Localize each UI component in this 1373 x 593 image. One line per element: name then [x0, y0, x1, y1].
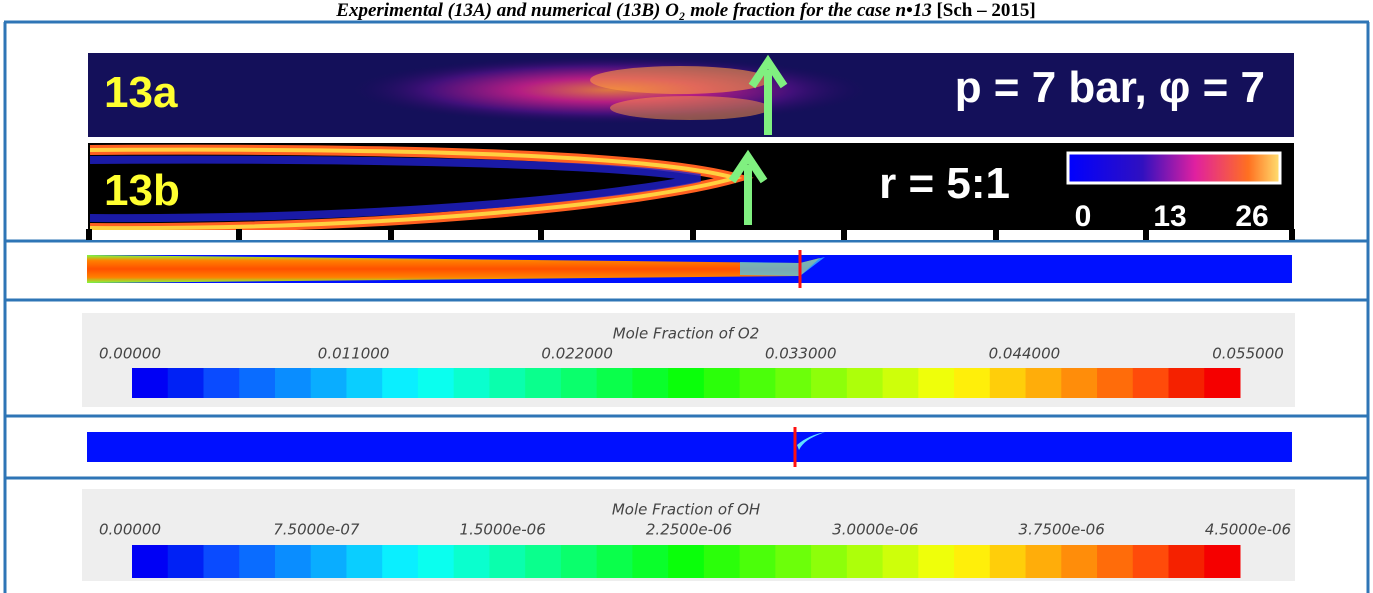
o2-field [87, 250, 1292, 288]
color-swatch [561, 368, 597, 398]
color-swatch [918, 545, 954, 578]
color-swatch [168, 545, 204, 578]
tick-label: 0.00000 [99, 521, 161, 539]
color-swatch [990, 545, 1026, 578]
ratio: r = 5:1 [879, 159, 1010, 208]
tick-label: 1.5000e-06 [460, 521, 546, 539]
color-swatch [275, 545, 311, 578]
color-swatch [454, 368, 490, 398]
color-swatch [1169, 545, 1205, 578]
scale-label: 26 [1235, 200, 1268, 233]
color-swatch [1097, 368, 1133, 398]
color-swatch [203, 545, 239, 578]
color-swatch [489, 368, 525, 398]
color-swatch [954, 368, 990, 398]
color-swatch [239, 545, 275, 578]
color-swatch [418, 545, 454, 578]
color-swatch [883, 545, 919, 578]
color-swatch [525, 545, 561, 578]
color-swatch [1061, 545, 1097, 578]
color-swatch [132, 368, 168, 398]
color-swatch [239, 368, 275, 398]
color-swatch [597, 545, 633, 578]
color-swatch [346, 545, 382, 578]
colorbar-title: Mole Fraction of OH [612, 501, 760, 519]
color-swatch [632, 368, 668, 398]
color-swatch [918, 368, 954, 398]
reference: [Sch – 2015] [936, 0, 1035, 21]
color-swatch [740, 368, 776, 398]
conditions: p = 7 bar, φ = 7 [955, 63, 1265, 112]
color-swatch [1097, 545, 1133, 578]
scale-label: 0 [1075, 200, 1092, 233]
color-swatch [1204, 545, 1240, 578]
color-swatch [811, 545, 847, 578]
color-swatch [418, 368, 454, 398]
image-13b: 13b r = 5:1 0 13 26 [86, 143, 1295, 240]
color-swatch [954, 545, 990, 578]
panel-label: 13a [104, 68, 178, 117]
color-swatch [847, 368, 883, 398]
tick-label: 4.5000e-06 [1205, 521, 1291, 539]
color-swatch [704, 368, 740, 398]
color-swatch [668, 545, 704, 578]
color-swatch [990, 368, 1026, 398]
tick-label: 0.00000 [99, 345, 161, 363]
color-swatch [1133, 545, 1169, 578]
color-swatch [561, 545, 597, 578]
color-swatch [382, 368, 418, 398]
color-swatch [132, 545, 168, 578]
tick-label: 2.2500e-06 [646, 521, 732, 539]
tick-label: 3.0000e-06 [832, 521, 918, 539]
color-swatch [525, 368, 561, 398]
image-13a: 13a p = 7 bar, φ = 7 [88, 53, 1294, 137]
color-swatch [275, 368, 311, 398]
oh-field [87, 427, 1292, 467]
scale-label: 13 [1153, 200, 1186, 233]
tick-label: 0.033000 [765, 345, 837, 363]
color-swatch [1026, 545, 1062, 578]
tick-label: 0.044000 [989, 345, 1061, 363]
o2-colorbar: Mole Fraction of O2 0.00000 0.011000 0.022… [82, 313, 1295, 407]
color-swatch [454, 545, 490, 578]
color-swatch [632, 545, 668, 578]
colorbar-title: Mole Fraction of O2 [613, 325, 760, 343]
color-swatch [382, 545, 418, 578]
color-swatch [1204, 368, 1240, 398]
color-swatch [668, 368, 704, 398]
tick-label: 0.011000 [318, 345, 390, 363]
color-swatch [203, 368, 239, 398]
tick-label: 0.022000 [541, 345, 613, 363]
color-swatch [1026, 368, 1062, 398]
color-swatch [811, 368, 847, 398]
title: Experimental (13A) and numerical (13B) O… [335, 0, 1035, 21]
color-swatch [489, 545, 525, 578]
color-swatch [346, 368, 382, 398]
color-swatch [847, 545, 883, 578]
color-swatch [311, 368, 347, 398]
color-swatch [311, 545, 347, 578]
color-swatch [775, 368, 811, 398]
color-swatch [1133, 368, 1169, 398]
color-swatch [740, 545, 776, 578]
tick-label: 3.7500e-06 [1019, 521, 1105, 539]
color-swatch [168, 368, 204, 398]
panel-label: 13b [104, 166, 180, 215]
color-swatch [1061, 368, 1097, 398]
tick-label: 0.055000 [1212, 345, 1284, 363]
scale-legend [1068, 153, 1280, 183]
title-text: Experimental (13A) and numerical (13B) O… [335, 0, 931, 21]
color-swatch [704, 545, 740, 578]
color-swatch [1169, 368, 1205, 398]
color-swatch [597, 368, 633, 398]
page: Experimental (13A) and numerical (13B) O… [0, 0, 1373, 593]
oh-colorbar: Mole Fraction of OH 0.00000 7.5000e-07 1.5… [82, 489, 1295, 581]
color-swatch [883, 368, 919, 398]
color-swatch [775, 545, 811, 578]
tick-label: 7.5000e-07 [273, 521, 360, 539]
